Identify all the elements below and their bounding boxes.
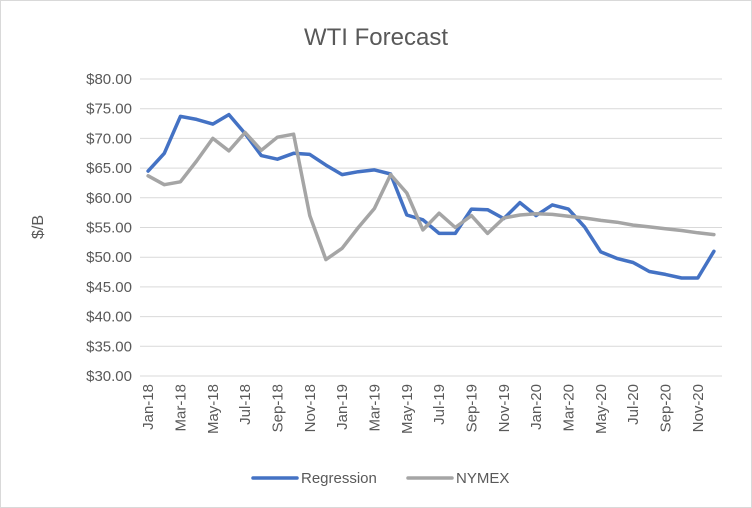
x-tick-label: Jul-20 [625, 384, 642, 425]
legend: Regression NYMEX [251, 470, 509, 487]
y-tick-label: $45.00 [86, 279, 132, 296]
legend-label-regression: Regression [301, 470, 377, 487]
chart-title: WTI Forecast [304, 24, 448, 51]
x-tick-label: May-18 [205, 384, 222, 434]
series-line-regression [146, 112, 716, 280]
x-tick-label: Nov-19 [496, 384, 513, 432]
x-tick-label: Mar-19 [366, 384, 383, 432]
x-tick-label: Mar-18 [172, 384, 189, 432]
y-tick-label: $40.00 [86, 309, 132, 326]
y-tick-label: $80.00 [86, 71, 132, 88]
x-tick-label: May-19 [399, 384, 416, 434]
y-tick-label: $50.00 [86, 249, 132, 266]
x-tick-label: Jan-18 [140, 384, 157, 430]
x-tick-label: Sep-20 [657, 384, 674, 432]
x-tick-label: May-20 [593, 384, 610, 434]
y-axis-label: $/B [30, 215, 47, 239]
x-tick-labels: Jan-18 Mar-18 May-18 Jul-18 Sep-18 Nov-18 Jan-… [140, 384, 707, 434]
y-tick-label: $70.00 [86, 130, 132, 147]
y-tick-labels: $30.00 $35.00 $40.00 $45.00 $50.00 $55.00 $60.… [86, 71, 132, 385]
x-tick-label: Mar-20 [560, 384, 577, 432]
y-tick-label: $60.00 [86, 190, 132, 207]
x-tick-label: Sep-18 [269, 384, 286, 432]
x-tick-label: Jan-20 [528, 384, 545, 430]
x-tick-label: Sep-19 [463, 384, 480, 432]
x-tick-label: Jan-19 [334, 384, 351, 430]
y-tick-label: $75.00 [86, 101, 132, 118]
y-tick-label: $55.00 [86, 220, 132, 237]
x-tick-label: Nov-18 [302, 384, 319, 432]
x-tick-label: Jul-18 [237, 384, 254, 425]
y-tick-label: $35.00 [86, 338, 132, 355]
x-tick-label: Jul-19 [431, 384, 448, 425]
series-lines [146, 112, 716, 280]
y-tick-label: $30.00 [86, 368, 132, 385]
y-tick-label: $65.00 [86, 160, 132, 177]
legend-label-nymex: NYMEX [456, 470, 509, 487]
x-tick-label: Nov-20 [690, 384, 707, 432]
series-line-nymex [146, 130, 716, 262]
